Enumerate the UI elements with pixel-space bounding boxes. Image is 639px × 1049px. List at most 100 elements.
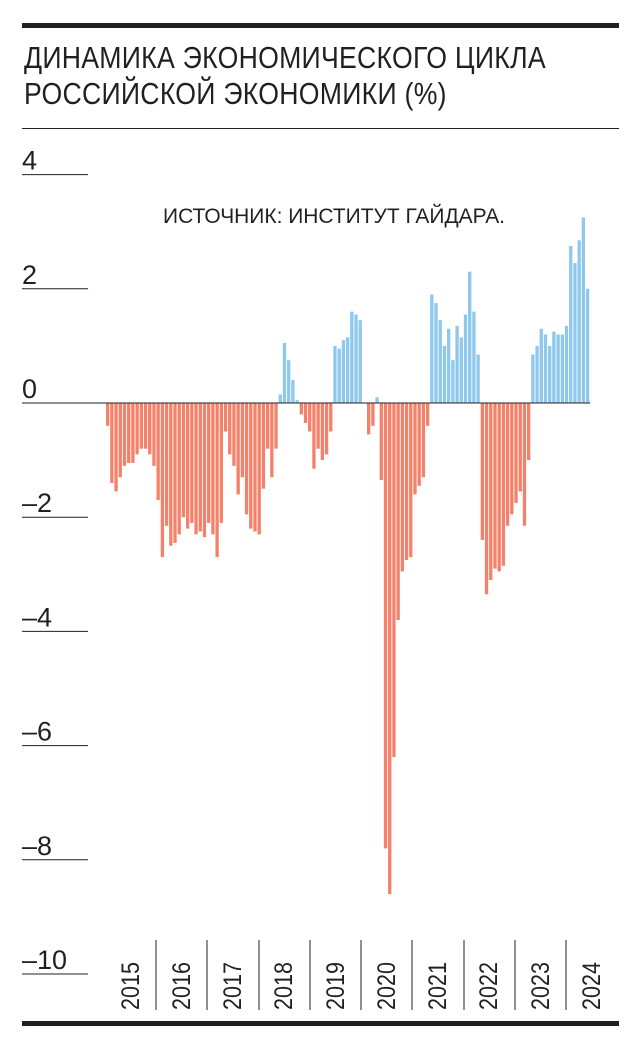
bar bbox=[434, 303, 438, 403]
bar bbox=[522, 403, 527, 526]
title-divider bbox=[22, 128, 619, 129]
bar bbox=[560, 334, 564, 403]
bar bbox=[169, 403, 173, 546]
bar bbox=[185, 403, 190, 529]
bar bbox=[198, 403, 202, 532]
bar bbox=[413, 403, 417, 495]
bar bbox=[295, 400, 299, 403]
bar bbox=[569, 245, 573, 403]
bar bbox=[371, 403, 375, 426]
bar bbox=[564, 325, 569, 403]
bar bbox=[543, 334, 548, 403]
bar bbox=[585, 288, 590, 403]
bar bbox=[438, 320, 442, 403]
bar bbox=[316, 403, 320, 449]
bar bbox=[451, 360, 455, 403]
x-tick-label: 2019 bbox=[322, 962, 350, 1010]
bar bbox=[160, 403, 165, 558]
bar bbox=[375, 397, 379, 403]
bar bbox=[501, 403, 506, 566]
bar bbox=[190, 403, 194, 523]
bar bbox=[270, 403, 274, 478]
bar bbox=[489, 403, 493, 581]
bar bbox=[472, 311, 476, 403]
bar bbox=[476, 354, 480, 403]
bar bbox=[400, 403, 405, 572]
bar bbox=[244, 403, 249, 515]
bar bbox=[173, 403, 177, 543]
bar bbox=[350, 311, 354, 403]
bar bbox=[202, 403, 207, 538]
top-rule bbox=[22, 23, 619, 28]
bar bbox=[497, 403, 501, 572]
bar bbox=[329, 403, 333, 432]
bar bbox=[417, 403, 421, 486]
y-tick-label: –4 bbox=[22, 602, 52, 632]
bar bbox=[274, 403, 278, 449]
bar bbox=[261, 403, 266, 489]
title-line-1: ДИНАМИКА ЭКОНОМИЧЕСКОГО ЦИКЛА bbox=[24, 40, 546, 75]
x-tick-label: 2021 bbox=[424, 962, 452, 1010]
bar bbox=[388, 403, 392, 895]
bar bbox=[480, 403, 484, 541]
bar bbox=[299, 403, 303, 415]
bar bbox=[287, 360, 291, 403]
x-tick-label: 2024 bbox=[578, 962, 606, 1010]
x-tick-label: 2015 bbox=[117, 962, 145, 1010]
bar bbox=[409, 403, 413, 558]
source-note: ИСТОЧНИК: ИНСТИТУТ ГАЙДАРА. bbox=[163, 204, 505, 228]
bar bbox=[552, 331, 556, 404]
bars bbox=[106, 217, 590, 895]
x-tick-label: 2023 bbox=[527, 962, 555, 1010]
bar bbox=[135, 403, 139, 455]
title-line-2: РОССИЙСКОЙ ЭКОНОМИКИ (%) bbox=[24, 76, 447, 111]
bar bbox=[527, 403, 531, 461]
y-tick-label: –6 bbox=[22, 717, 52, 747]
bar bbox=[312, 403, 316, 469]
bar bbox=[131, 403, 135, 463]
bar bbox=[518, 403, 522, 492]
bar bbox=[265, 403, 270, 449]
bar bbox=[392, 403, 396, 758]
bar bbox=[556, 334, 560, 403]
bar bbox=[139, 403, 143, 449]
bar bbox=[447, 328, 451, 403]
bar bbox=[548, 345, 552, 403]
bar bbox=[219, 403, 223, 523]
bar bbox=[383, 403, 388, 849]
bar bbox=[510, 403, 514, 515]
bar bbox=[228, 403, 232, 455]
bar bbox=[177, 403, 181, 535]
y-axis: 4 2 0 –2 –4 –6 –8 –10 bbox=[22, 146, 88, 975]
bar bbox=[143, 403, 148, 449]
bar bbox=[194, 403, 198, 535]
bar bbox=[367, 403, 371, 435]
bar bbox=[148, 403, 152, 455]
bar bbox=[341, 340, 346, 403]
bar bbox=[459, 337, 463, 403]
bar bbox=[577, 240, 581, 403]
bar bbox=[484, 403, 489, 595]
bar bbox=[505, 403, 510, 526]
bar bbox=[291, 380, 295, 403]
bar bbox=[514, 403, 518, 503]
bar bbox=[236, 403, 240, 495]
bar bbox=[223, 403, 228, 432]
bottom-rule bbox=[22, 1021, 619, 1026]
bar bbox=[110, 403, 114, 483]
bar bbox=[240, 403, 245, 478]
x-tick-label: 2020 bbox=[373, 962, 401, 1010]
bar bbox=[156, 403, 160, 501]
bar bbox=[324, 403, 329, 455]
bar bbox=[345, 337, 350, 403]
bar bbox=[333, 345, 337, 403]
bar bbox=[106, 403, 110, 426]
bar bbox=[442, 345, 447, 403]
x-tick-label: 2022 bbox=[475, 962, 503, 1010]
bar bbox=[358, 320, 362, 403]
bar bbox=[337, 348, 341, 403]
bar bbox=[379, 403, 383, 481]
bar bbox=[164, 403, 169, 526]
bar bbox=[404, 403, 409, 561]
